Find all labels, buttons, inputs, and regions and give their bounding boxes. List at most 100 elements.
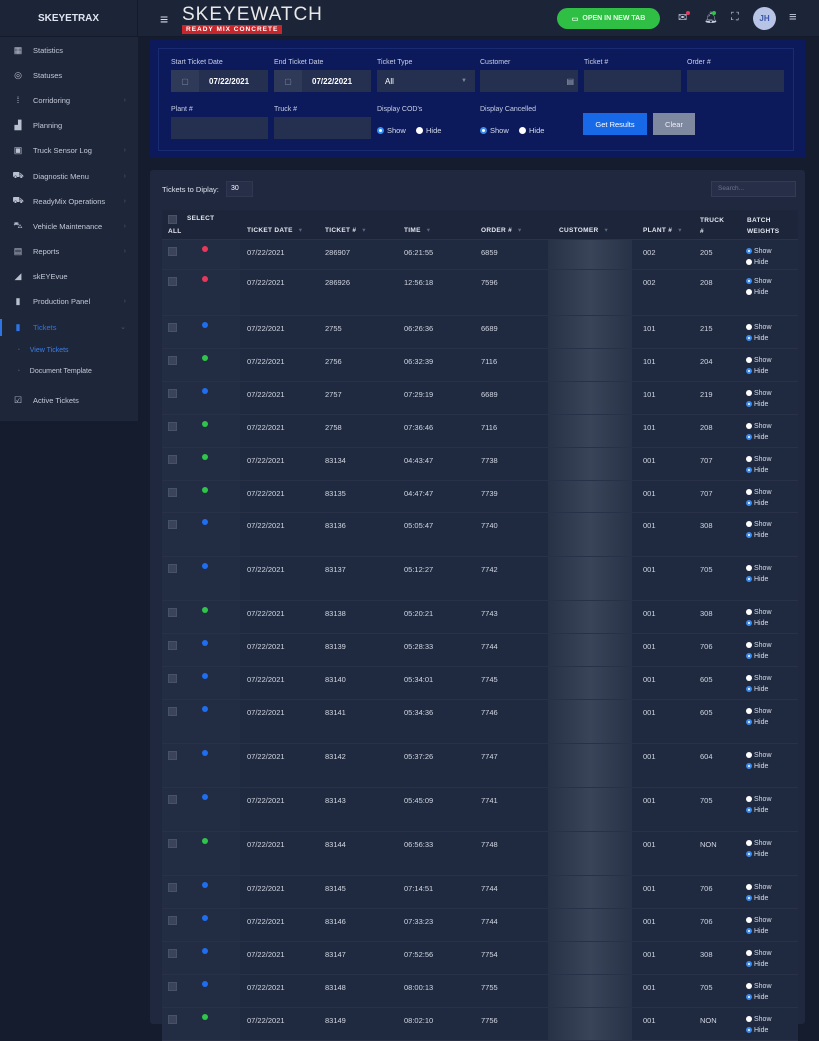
batch-hide-radio[interactable]: Hide — [746, 992, 772, 1003]
row-checkbox[interactable] — [168, 520, 177, 529]
batch-hide-radio[interactable]: Hide — [746, 805, 772, 816]
row-checkbox[interactable] — [168, 916, 177, 925]
row-checkbox[interactable] — [168, 982, 177, 991]
batch-hide-radio[interactable]: Hide — [746, 333, 772, 344]
batch-hide-radio[interactable]: Hide — [746, 498, 772, 509]
row-checkbox[interactable] — [168, 883, 177, 892]
batch-show-radio[interactable]: Show — [746, 948, 772, 959]
ticket-number[interactable]: 83143 — [325, 796, 346, 805]
ticket-number[interactable]: 286926 — [325, 278, 351, 287]
customer-input[interactable]: ▤ — [480, 70, 578, 92]
table-row[interactable]: 07/22/2021 83147 07:52:56 7754 001 308 S… — [162, 942, 798, 975]
batch-show-radio[interactable]: Show — [746, 487, 772, 498]
sidebar-item-corridoring[interactable]: ⁞ Corridoring › — [0, 88, 138, 113]
batch-hide-radio[interactable]: Hide — [746, 717, 772, 728]
ticket-number[interactable]: 83145 — [325, 884, 346, 893]
batch-show-radio[interactable]: Show — [746, 276, 772, 287]
row-checkbox[interactable] — [168, 839, 177, 848]
ticket-number[interactable]: 83147 — [325, 950, 346, 959]
table-row[interactable]: 07/22/2021 83135 04:47:47 7739 001 707 S… — [162, 481, 798, 513]
search-input[interactable]: Search... — [711, 181, 796, 197]
table-row[interactable]: 07/22/2021 83134 04:43:47 7738 001 707 S… — [162, 448, 798, 481]
tickets-to-display-input[interactable]: 30 — [226, 181, 253, 197]
batch-hide-radio[interactable]: Hide — [746, 893, 772, 904]
sidebar-item-readymix-operations[interactable]: ⛟ ReadyMix Operations › — [12, 195, 126, 206]
batch-weights-toggle[interactable]: Show Hide — [746, 640, 772, 662]
row-checkbox[interactable] — [168, 422, 177, 431]
batch-hide-radio[interactable]: Hide — [746, 849, 772, 860]
ticket-number[interactable]: 286907 — [325, 248, 351, 257]
table-row[interactable]: 07/22/2021 83141 05:34:36 7746 001 605 S… — [162, 700, 798, 744]
truck-header[interactable]: TRUCK # — [700, 217, 725, 235]
batch-weights-header[interactable]: BATCH WEIGHTS — [747, 217, 780, 235]
ticket-number[interactable]: 83141 — [325, 708, 346, 717]
sidebar-subitem-document-template[interactable]: Document Template — [0, 361, 138, 382]
row-checkbox[interactable] — [168, 1015, 177, 1024]
get-results-button[interactable]: Get Results — [583, 113, 647, 135]
batch-show-radio[interactable]: Show — [746, 246, 772, 257]
sidebar-item-production-panel[interactable]: ▮ Production Panel › — [0, 289, 138, 314]
ticket-number[interactable]: 2755 — [325, 324, 342, 333]
sidebar-item-diagnostic-menu[interactable]: ⛟ Diagnostic Menu › — [12, 170, 126, 181]
batch-weights-toggle[interactable]: Show Hide — [746, 838, 772, 860]
table-row[interactable]: 07/22/2021 83137 05:12:27 7742 001 705 S… — [162, 557, 798, 601]
cancelled-show-radio[interactable]: Show — [480, 126, 509, 135]
row-checkbox[interactable] — [168, 707, 177, 716]
ticket-number[interactable]: 83139 — [325, 642, 346, 651]
row-checkbox[interactable] — [168, 641, 177, 650]
table-row[interactable]: 07/22/2021 2758 07:36:46 7116 101 208 Sh… — [162, 415, 798, 448]
table-row[interactable]: 07/22/2021 83140 05:34:01 7745 001 605 S… — [162, 667, 798, 700]
batch-hide-radio[interactable]: Hide — [746, 618, 772, 629]
row-checkbox[interactable] — [168, 488, 177, 497]
row-checkbox[interactable] — [168, 356, 177, 365]
batch-show-radio[interactable]: Show — [746, 1014, 772, 1025]
batch-hide-radio[interactable]: Hide — [746, 761, 772, 772]
batch-hide-radio[interactable]: Hide — [746, 465, 772, 476]
ticket-number[interactable]: 83135 — [325, 489, 346, 498]
calendar-icon[interactable]: ▢ — [171, 70, 199, 92]
row-checkbox[interactable] — [168, 608, 177, 617]
cod-hide-radio[interactable]: Hide — [416, 126, 441, 135]
sidebar-item-statistics[interactable]: ▦ Statistics — [13, 44, 64, 55]
batch-weights-toggle[interactable]: Show Hide — [746, 276, 772, 298]
batch-show-radio[interactable]: Show — [746, 454, 772, 465]
list-icon[interactable]: ▤ — [566, 76, 574, 86]
batch-show-radio[interactable]: Show — [746, 794, 772, 805]
batch-show-radio[interactable]: Show — [746, 882, 772, 893]
open-in-new-tab-button[interactable]: ▭ OPEN IN NEW TAB — [557, 8, 660, 29]
cancelled-hide-radio[interactable]: Hide — [519, 126, 544, 135]
batch-hide-radio[interactable]: Hide — [746, 926, 772, 937]
table-row[interactable]: 07/22/2021 286907 06:21:55 6859 002 205 … — [162, 240, 798, 270]
batch-hide-radio[interactable]: Hide — [746, 574, 772, 585]
ticket-number[interactable]: 83142 — [325, 752, 346, 761]
batch-hide-radio[interactable]: Hide — [746, 959, 772, 970]
row-checkbox[interactable] — [168, 389, 177, 398]
table-row[interactable]: 07/22/2021 83148 08:00:13 7755 001 705 S… — [162, 975, 798, 1008]
clear-button[interactable]: Clear — [653, 113, 695, 135]
batch-weights-toggle[interactable]: Show Hide — [746, 794, 772, 816]
batch-weights-toggle[interactable]: Show Hide — [746, 750, 772, 772]
table-row[interactable]: 07/22/2021 2755 06:26:36 6689 101 215 Sh… — [162, 316, 798, 349]
ticket-number[interactable]: 2756 — [325, 357, 342, 366]
table-row[interactable]: 07/22/2021 83144 06:56:33 7748 001 NON S… — [162, 832, 798, 876]
batch-weights-toggle[interactable]: Show Hide — [746, 563, 772, 585]
row-checkbox[interactable] — [168, 564, 177, 573]
ticket-number[interactable]: 83144 — [325, 840, 346, 849]
batch-show-radio[interactable]: Show — [746, 388, 772, 399]
table-row[interactable]: 07/22/2021 83139 05:28:33 7744 001 706 S… — [162, 634, 798, 667]
select-all-checkbox[interactable] — [168, 215, 177, 224]
batch-show-radio[interactable]: Show — [746, 355, 772, 366]
ticket-number[interactable]: 83148 — [325, 983, 346, 992]
end-date-input[interactable]: ▢ 07/22/2021 — [274, 70, 371, 92]
table-row[interactable]: 07/22/2021 83143 05:45:09 7741 001 705 S… — [162, 788, 798, 832]
table-row[interactable]: 07/22/2021 83136 05:05:47 7740 001 308 S… — [162, 513, 798, 557]
sidebar-item-reports[interactable]: ▤ Reports › — [13, 246, 126, 257]
batch-weights-toggle[interactable]: Show Hide — [746, 322, 772, 344]
fullscreen-icon[interactable]: ⛶ — [731, 11, 739, 23]
row-checkbox[interactable] — [168, 455, 177, 464]
batch-weights-toggle[interactable]: Show Hide — [746, 355, 772, 377]
batch-show-radio[interactable]: Show — [746, 915, 772, 926]
more-menu-icon[interactable]: ≡ — [789, 9, 797, 24]
batch-show-radio[interactable]: Show — [746, 322, 772, 333]
batch-show-radio[interactable]: Show — [746, 607, 772, 618]
